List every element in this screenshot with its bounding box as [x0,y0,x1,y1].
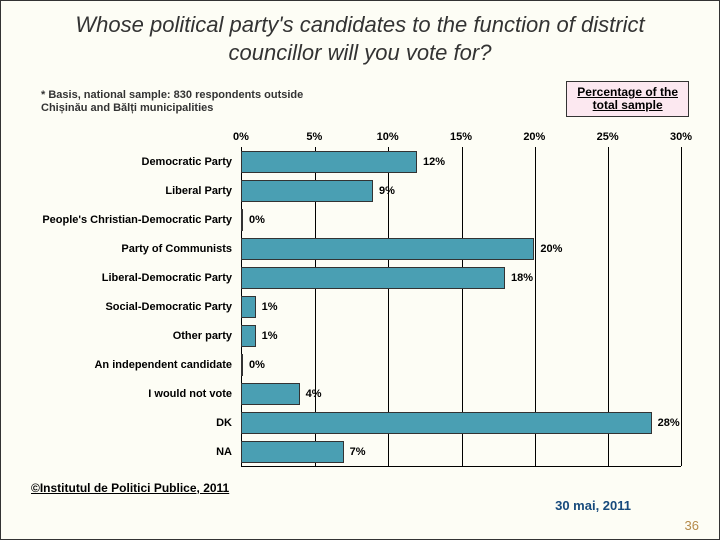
category-label: People's Christian-Democratic Party [31,214,236,226]
bar-row: DK 28% [31,409,691,438]
value-label: 20% [540,243,562,255]
bar-row: Social-Democratic Party 1% [31,292,691,321]
category-label: Other party [31,330,236,342]
category-label: Social-Democratic Party [31,301,236,313]
value-label: 7% [350,446,366,458]
bar-chart: 0% 5% 10% 15% 20% 25% 30% Democratic Party 12% L… [31,131,691,476]
value-label: 0% [249,359,265,371]
slide: Whose political party's candidates to th… [0,0,720,540]
x-tick: 10% [377,131,399,143]
value-label: 9% [379,185,395,197]
bar-row: An independent candidate 0% [31,351,691,380]
value-label: 4% [306,388,322,400]
value-label: 1% [262,330,278,342]
bar [241,296,256,318]
bar [241,180,373,202]
x-tick: 5% [306,131,322,143]
x-tick: 20% [523,131,545,143]
bar-row: Other party 1% [31,322,691,351]
category-label: Liberal Party [31,185,236,197]
page-number: 36 [685,518,699,533]
category-label: Liberal-Democratic Party [31,272,236,284]
date-label: 30 mai, 2011 [555,498,631,513]
value-label: 1% [262,301,278,313]
value-label: 0% [249,214,265,226]
category-label: NA [31,446,236,458]
x-tick: 25% [597,131,619,143]
bar-rows: Democratic Party 12% Liberal Party 9% People… [31,147,691,467]
bar [241,325,256,347]
bar-row: NA 7% [31,438,691,467]
bar [241,151,417,173]
category-label: Democratic Party [31,155,236,167]
value-label: 28% [658,417,680,429]
legend-box: Percentage of the total sample [566,81,689,117]
bar [241,412,652,434]
bar [241,209,243,231]
category-label: An independent candidate [31,359,236,371]
x-axis-labels: 0%5%10%15%20%25%30% [241,131,681,145]
x-tick: 30% [670,131,692,143]
bar-row: I would not vote 4% [31,380,691,409]
bar-row: People's Christian-Democratic Party 0% [31,205,691,234]
category-label: Party of Communists [31,243,236,255]
x-tick: 15% [450,131,472,143]
bar [241,354,243,376]
bar [241,238,534,260]
bar [241,383,300,405]
copyright: ©Institutul de Politici Publice, 2011 [31,481,229,495]
bar-row: Democratic Party 12% [31,147,691,176]
x-tick: 0% [233,131,249,143]
slide-title: Whose political party's candidates to th… [1,1,719,66]
value-label: 18% [511,272,533,284]
bar-row: Liberal Party 9% [31,176,691,205]
bar [241,441,344,463]
bar-row: Party of Communists 20% [31,234,691,263]
legend-line2: total sample [577,99,678,112]
category-label: I would not vote [31,388,236,400]
sample-note: * Basis, national sample: 830 respondent… [41,89,341,115]
category-label: DK [31,417,236,429]
bar-row: Liberal-Democratic Party 18% [31,263,691,292]
bar [241,267,505,289]
value-label: 12% [423,156,445,168]
